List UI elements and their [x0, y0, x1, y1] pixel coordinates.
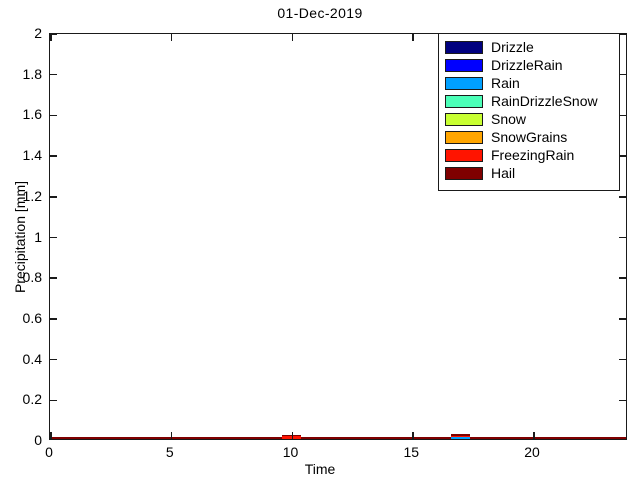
y-tick-10: [50, 34, 57, 35]
x-tick-label-4: 20: [524, 444, 540, 460]
bar-rain-17: [450, 436, 471, 439]
y-tick-right-3: [619, 318, 626, 320]
legend-swatch-icon-hail: [445, 166, 483, 180]
legend-swatch-icon-freezingrain: [445, 148, 483, 162]
legend-item-rain[interactable]: Rain: [439, 74, 619, 92]
y-tick-9: [50, 73, 57, 76]
legend-item-drizzle[interactable]: Drizzle: [439, 38, 619, 56]
y-tick-label-2: 0.4: [22, 350, 42, 367]
legend-label: Rain: [491, 75, 520, 91]
legend-label: Snow: [491, 111, 527, 127]
y-tick-7: [50, 155, 57, 157]
y-tick-label-0: 0: [34, 432, 42, 448]
y-tick-8: [50, 114, 57, 117]
y-tick-label-8: 1.6: [22, 106, 42, 123]
y-tick-6: [50, 196, 57, 198]
y-tick-4: [50, 277, 57, 279]
x-tick-2: [291, 432, 294, 439]
legend-item-snowgrains[interactable]: SnowGrains: [439, 128, 619, 146]
bar-hail-17: [450, 434, 471, 436]
legend-label: Drizzle: [491, 39, 534, 55]
y-tick-label-4: 0.8: [22, 269, 42, 286]
y-tick-label-6: 1.2: [22, 187, 42, 204]
x-tick-top-3: [412, 34, 414, 41]
x-tick-label-3: 15: [403, 444, 420, 460]
y-tick-right-4: [619, 277, 626, 279]
x-axis-label: Time: [304, 461, 336, 477]
legend-item-hail[interactable]: Hail: [439, 164, 619, 182]
zero-baseline: [50, 437, 626, 439]
x-tick-4: [533, 432, 535, 439]
y-tick-right-5: [619, 236, 626, 239]
legend-swatch-icon-snowgrains: [445, 130, 483, 144]
x-tick-0: [50, 432, 52, 439]
y-tick-label-5: 1: [34, 228, 42, 245]
y-tick-right-8: [619, 114, 626, 117]
y-tick-right-10: [619, 34, 626, 35]
y-tick-label-1: 0.2: [22, 391, 42, 408]
x-tick-1: [170, 432, 173, 439]
legend-swatch-icon-drizzlerain: [445, 58, 483, 72]
y-tick-right-9: [619, 73, 626, 76]
x-tick-label-1: 5: [165, 444, 174, 460]
bar-freezingrain-17: [450, 435, 471, 437]
legend-swatch-icon-raindrizzlesnow: [445, 94, 483, 108]
y-tick-label-3: 0.6: [22, 309, 42, 326]
legend-item-snow[interactable]: Snow: [439, 110, 619, 128]
legend-item-raindrizzlesnow[interactable]: RainDrizzleSnow: [439, 92, 619, 110]
legend-label: DrizzleRain: [491, 57, 563, 73]
x-tick-label-0: 0: [45, 444, 53, 460]
y-tick-right-6: [619, 196, 626, 198]
x-tick-label-2: 10: [282, 444, 299, 460]
legend-swatch-icon-rain: [445, 76, 483, 90]
y-tick-label-10: 2: [34, 25, 42, 41]
legend-swatch-icon-drizzle: [445, 40, 483, 54]
y-tick-1: [50, 399, 57, 402]
y-tick-3: [50, 318, 57, 320]
legend-label: Hail: [491, 165, 516, 181]
x-tick-top-1: [170, 34, 173, 41]
x-tick-3: [412, 432, 414, 439]
legend-item-freezingrain[interactable]: FreezingRain: [439, 146, 619, 164]
legend-item-drizzlerain[interactable]: DrizzleRain: [439, 56, 619, 74]
y-tick-right-7: [619, 155, 626, 157]
legend-box[interactable]: Drizzle DrizzleRain Rain RainDrizzleSnow Sno…: [438, 33, 620, 191]
y-tick-5: [50, 236, 57, 239]
legend-swatch-icon-snow: [445, 112, 483, 126]
legend-label: RainDrizzleSnow: [491, 93, 598, 109]
y-tick-right-2: [619, 358, 626, 361]
legend-label: SnowGrains: [491, 129, 568, 145]
y-tick-label-9: 1.8: [22, 65, 42, 82]
plot-axes: [49, 33, 627, 440]
plot-title: 01-Dec-2019: [277, 5, 363, 21]
x-tick-top-0: [50, 34, 52, 41]
legend-label: FreezingRain: [491, 147, 575, 163]
y-tick-right-1: [619, 399, 626, 402]
x-tick-top-2: [291, 34, 294, 41]
y-tick-2: [50, 358, 57, 361]
y-tick-label-7: 1.4: [22, 147, 42, 164]
